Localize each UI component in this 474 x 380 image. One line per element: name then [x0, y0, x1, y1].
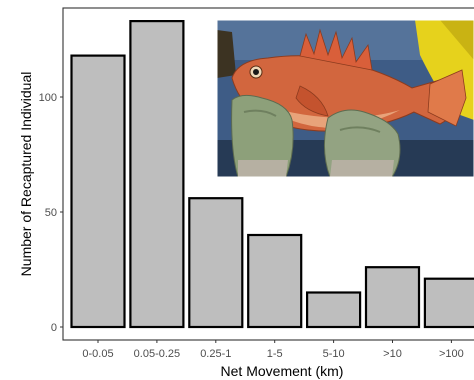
bar-5-10 — [306, 291, 362, 329]
x-axis-title: Net Movement (km) — [221, 363, 344, 379]
x-tick-label->10: >10 — [383, 348, 402, 360]
x-axis: 0-0.05 0.05-0.25 0.25-1 1-5 5-10 >10 >100 — [82, 340, 464, 360]
bar-0-0.05 — [70, 54, 126, 329]
bar-0.25-1 — [188, 197, 244, 329]
x-tick-label-0.25-1: 0.25-1 — [200, 348, 231, 360]
photo-left-glove — [231, 94, 294, 177]
y-axis-title: Number of Recaptured Individual — [18, 72, 34, 277]
bar->10 — [364, 266, 421, 329]
bars-layer — [70, 20, 474, 329]
y-tick-label: 100 — [39, 92, 57, 104]
x-tick-label-1-5: 1-5 — [267, 348, 283, 360]
x-tick-label->100: >100 — [439, 348, 464, 360]
y-tick-label: 0 — [51, 322, 57, 334]
x-tick-label-0-0.05: 0-0.05 — [82, 348, 113, 360]
x-tick-label-5-10: 5-10 — [323, 348, 345, 360]
bar-1-5 — [247, 233, 303, 329]
x-tick-label-0.05-0.25: 0.05-0.25 — [134, 348, 180, 360]
plot-panel-border — [62, 7, 474, 341]
bar-0.05-0.25 — [129, 20, 185, 329]
y-tick-label: 50 — [45, 207, 57, 219]
y-axis: 0 50 100 — [39, 92, 63, 334]
bar->100 — [423, 277, 474, 329]
inset-photo — [216, 19, 474, 178]
